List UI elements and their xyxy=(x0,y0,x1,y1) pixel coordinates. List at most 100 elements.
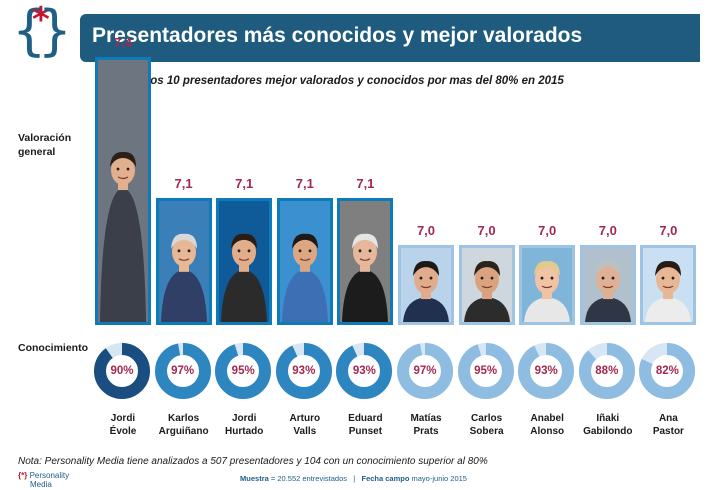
knowledge-donut: 90% xyxy=(93,342,151,400)
presenter-name-line: Punset xyxy=(348,426,383,437)
presenter-name-line: Valls xyxy=(293,426,317,437)
presenter-name-line: Prats xyxy=(413,426,439,437)
donut-ring xyxy=(578,343,635,399)
portrait-icon xyxy=(461,248,512,322)
presenter-name-line: Alonso xyxy=(530,426,565,437)
portrait-icon xyxy=(340,201,391,322)
presenter-column: 7,0 88% Iñaki Gabilondo xyxy=(578,100,638,440)
presenter-name-line: Iñaki xyxy=(596,413,620,424)
presenter-name-line: Ana xyxy=(658,413,678,424)
presenter-column: 7,0 95% Carlos Sobera xyxy=(457,100,517,440)
portrait-icon xyxy=(219,201,270,322)
knowledge-label: 93% xyxy=(534,365,558,377)
rating-label: 7,0 xyxy=(416,223,436,238)
knowledge-donut: 97% xyxy=(396,342,454,400)
left-brace-icon: { xyxy=(12,0,47,62)
footer-logo-mark: {*} xyxy=(18,471,28,480)
portrait-icon xyxy=(158,201,209,322)
knowledge-label: 95% xyxy=(474,365,498,377)
conocimiento-label: Conocimiento xyxy=(18,342,88,354)
footer-fecha-label: Fecha campo xyxy=(361,474,410,483)
portrait-icon xyxy=(582,248,633,322)
title-banner: Presentadores más conocidos y mejor valo… xyxy=(80,14,700,62)
presenter-photo-bar xyxy=(216,198,273,325)
valoracion-label-line1: Valoración xyxy=(18,132,72,144)
valoracion-label: Valoración general xyxy=(18,131,71,159)
portrait-icon xyxy=(401,248,451,322)
presenter-name: Carlos Sobera xyxy=(449,412,525,438)
page-title: Presentadores más conocidos y mejor valo… xyxy=(92,24,583,47)
footer-sample-info: Muestra = 20.552 entrevistados | Fecha c… xyxy=(0,474,707,483)
presenter-name-line: Carlos xyxy=(471,413,503,424)
presenter-name: Karlos Arguiñano xyxy=(146,412,222,438)
presenter-name-line: Eduard xyxy=(348,413,383,424)
presenter-column: 7,1 93% Arturo Valls xyxy=(275,100,335,440)
presenter-name: Jordi Hurtado xyxy=(206,412,282,438)
presenter-photo-bar xyxy=(337,198,394,325)
portrait-icon xyxy=(98,60,148,322)
footer-fecha-value: mayo-junio 2015 xyxy=(411,474,467,483)
presenter-name-line: Gabilondo xyxy=(583,426,633,437)
presenter-name-line: Sobera xyxy=(469,426,504,437)
donut-ring xyxy=(94,343,150,399)
knowledge-label: 93% xyxy=(352,365,376,377)
presenter-name-line: Hurtado xyxy=(225,426,264,437)
knowledge-donut: 82% xyxy=(638,342,696,400)
knowledge-donut: 95% xyxy=(457,342,515,400)
knowledge-label: 95% xyxy=(231,365,255,377)
presenter-photo-bar xyxy=(579,245,636,325)
chart-subtitle: Los 10 presentadores mejor valorados y c… xyxy=(143,75,564,87)
donut-ring xyxy=(336,343,393,399)
presenter-column: 7,0 97% Matías Prats xyxy=(396,100,456,440)
knowledge-label: 82% xyxy=(655,365,679,377)
presenter-name: Jordi Évole xyxy=(85,412,161,438)
presenter-name-line: Arguiñano xyxy=(158,426,209,437)
footer-muestra-label: Muestra xyxy=(240,474,269,483)
rating-label: 7,1 xyxy=(356,176,375,191)
rating-label: 7,1 xyxy=(174,176,193,191)
personality-media-logo: { * } xyxy=(12,0,72,64)
rating-label: 7,1 xyxy=(295,176,314,191)
presenter-name-line: Jordi xyxy=(110,413,136,424)
footer-separator: | xyxy=(353,474,356,483)
donut-ring xyxy=(457,343,514,399)
presenter-column: 7,0 82% Ana Pastor xyxy=(638,100,698,440)
knowledge-label: 88% xyxy=(595,365,619,377)
footer-logo-line2: Media xyxy=(30,480,52,489)
footer-logo: {*} Personality Media xyxy=(18,471,69,489)
presenter-column: 7,1 93% Eduard Punset xyxy=(335,100,395,440)
asterisk-icon: * xyxy=(32,0,50,40)
rating-label: 7,0 xyxy=(477,223,496,238)
presenter-name: Eduard Punset xyxy=(327,412,403,438)
presenter-name-line: Pastor xyxy=(652,426,684,437)
presenter-photo-bar xyxy=(519,245,576,325)
knowledge-donut: 95% xyxy=(214,342,272,400)
knowledge-label: 90% xyxy=(110,365,134,377)
presenter-name: Ana Pastor xyxy=(630,412,706,438)
knowledge-label: 97% xyxy=(413,365,437,377)
presenter-photo-bar xyxy=(398,245,454,325)
knowledge-label: 97% xyxy=(171,365,195,377)
knowledge-label: 93% xyxy=(292,365,316,377)
footer-muestra-value: = 20.552 entrevistados xyxy=(270,474,347,483)
rating-label: 7,0 xyxy=(538,223,557,238)
presenter-name-line: Évole xyxy=(109,426,137,437)
presenter-column: 7,0 93% Anabel Alonso xyxy=(517,100,577,440)
valoracion-label-line2: general xyxy=(18,146,56,158)
donut-ring xyxy=(397,343,453,399)
presenter-name-line: Anabel xyxy=(530,413,564,424)
portrait-icon xyxy=(643,248,694,322)
presenter-name-line: Matías xyxy=(410,413,442,424)
knowledge-donut: 97% xyxy=(154,342,212,400)
portrait-icon xyxy=(522,248,573,322)
presenter-photo-bar xyxy=(276,198,333,325)
footer-logo-line1: Personality xyxy=(29,471,70,480)
presenter-name-line: Arturo xyxy=(289,413,321,424)
presenter-photo-bar xyxy=(458,245,515,325)
footnote: Nota: Personality Media tiene analizados… xyxy=(18,456,488,467)
presenter-column: 7,1 97% Karlos Arguiñano xyxy=(154,100,214,440)
donut-ring xyxy=(518,343,575,399)
presenter-photo-bar xyxy=(95,57,151,325)
knowledge-donut: 93% xyxy=(335,342,393,400)
presenter-column: 7,1 95% Jordi Hurtado xyxy=(214,100,274,440)
